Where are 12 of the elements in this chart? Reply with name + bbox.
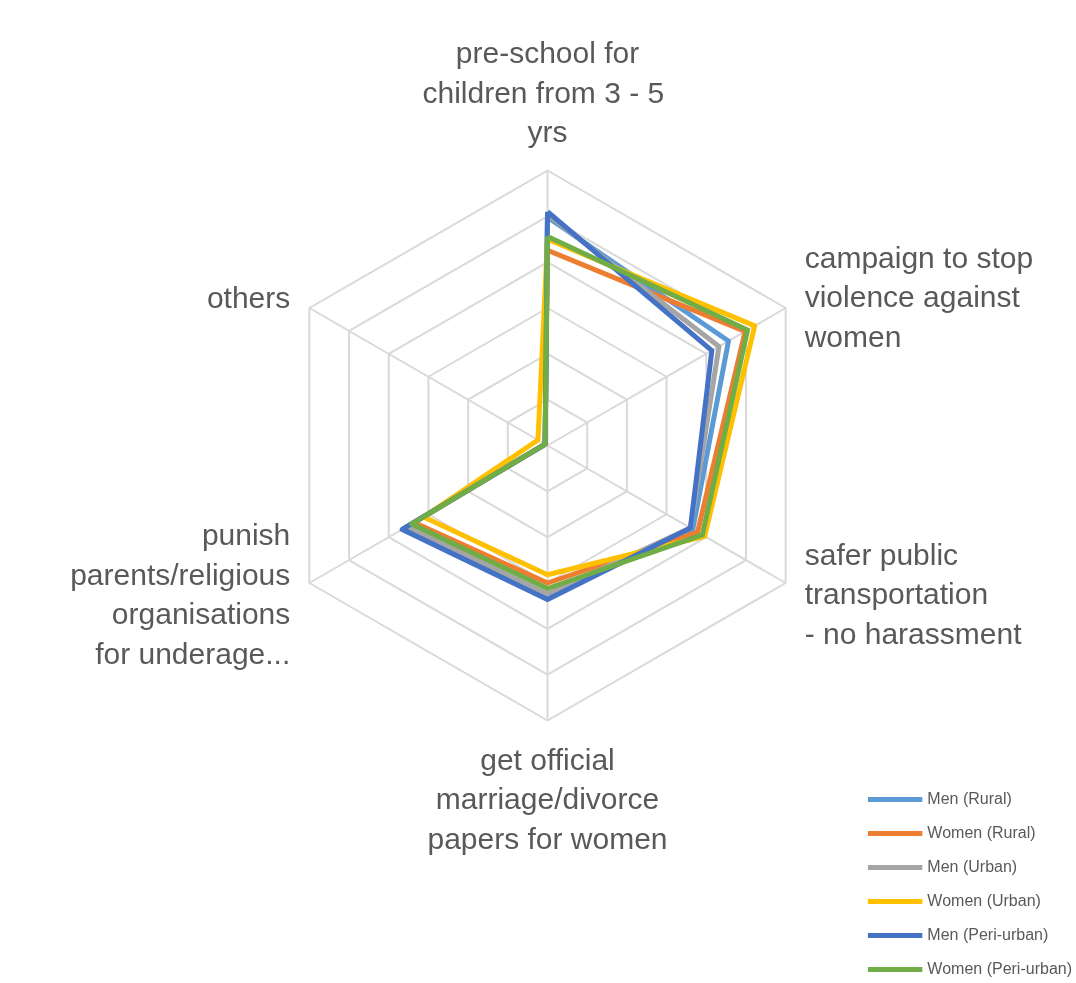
spoke-label: others <box>206 280 291 314</box>
legend-label: Men (Peri-urban) <box>927 926 1049 944</box>
spoke-label: get official marriage/divorce papers for women <box>427 742 668 855</box>
spoke-label: pre-school for children from 3 - 5 yrs <box>422 36 665 149</box>
spoke-label: campaign to stop violence against women <box>803 240 1034 354</box>
spoke-label: safer public transportation - no harassment <box>804 537 1023 651</box>
legend-label: Men (Urban) <box>927 858 1018 876</box>
legend-label: Men (Rural) <box>927 790 1012 808</box>
legend-label: Women (Urban) <box>927 892 1041 910</box>
legend-label: Women (Peri-urban) <box>927 960 1072 978</box>
legend-label: Women (Rural) <box>927 824 1036 842</box>
spoke-label: punish parents/religious organisations for underage... <box>70 518 291 670</box>
